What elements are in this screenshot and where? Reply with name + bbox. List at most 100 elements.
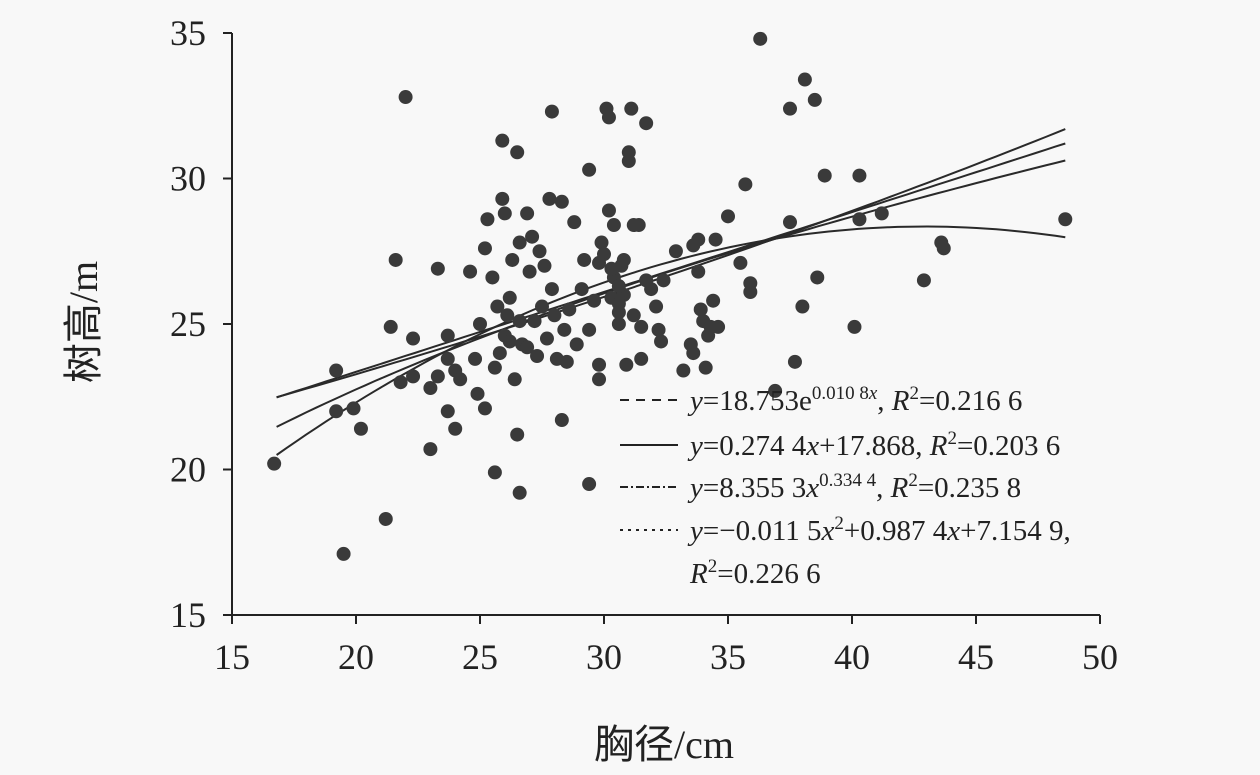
- data-point: [686, 346, 701, 361]
- legend-text-part: R: [890, 472, 909, 504]
- data-point: [512, 314, 527, 329]
- y-tick-label: 20: [170, 450, 206, 490]
- legend-text-part: +0.987 4: [844, 515, 948, 547]
- data-point: [512, 235, 527, 250]
- data-point: [611, 296, 626, 311]
- data-point: [619, 357, 634, 372]
- data-point: [440, 404, 455, 419]
- data-point: [423, 442, 438, 457]
- legend-text-part: x: [821, 515, 835, 547]
- data-point: [406, 331, 421, 346]
- data-point: [490, 299, 505, 314]
- data-point: [510, 145, 525, 160]
- data-point: [587, 293, 602, 308]
- legend-superscript: x: [868, 383, 878, 404]
- power-legend-label: y=8.355 3x0.334 4​, R2​=0.235 8: [687, 470, 1021, 504]
- legend-text-part: x: [946, 515, 960, 547]
- data-point: [567, 215, 582, 230]
- data-point: [562, 302, 577, 317]
- linear-legend-label: y=0.274 4x+17.868, R2​=0.203 6: [687, 428, 1060, 462]
- x-tick-label: 20: [338, 637, 374, 677]
- data-point: [547, 308, 562, 323]
- data-point: [582, 477, 597, 492]
- data-point: [668, 244, 683, 259]
- legend-text-part: y: [687, 430, 703, 462]
- data-point: [592, 357, 607, 372]
- data-point: [817, 168, 832, 183]
- data-point: [753, 31, 768, 46]
- data-point: [795, 299, 810, 314]
- legend-superscript: 2: [834, 513, 844, 534]
- x-tick-label: 35: [710, 637, 746, 677]
- data-point: [616, 252, 631, 267]
- data-point: [487, 360, 502, 375]
- legend-text-part: y: [687, 515, 703, 547]
- data-point: [611, 279, 626, 294]
- data-point: [430, 261, 445, 276]
- legend-text-part: =0.235 8: [918, 472, 1021, 504]
- data-point: [644, 282, 659, 297]
- data-point: [691, 232, 706, 247]
- data-point: [557, 322, 572, 337]
- data-point: [936, 241, 951, 256]
- y-tick-label: 25: [170, 304, 206, 344]
- data-point: [582, 322, 597, 337]
- legend-superscript: 0.010 8: [812, 383, 869, 404]
- legend-text-part: ,: [877, 385, 892, 417]
- data-point: [654, 334, 669, 349]
- legend-text-part: y: [687, 472, 703, 504]
- quadratic-legend-label: y=−0.011 5x2​+0.987 4x+7.154 9,: [687, 513, 1071, 547]
- data-point: [477, 241, 492, 256]
- data-point: [500, 308, 515, 323]
- data-point: [574, 282, 589, 297]
- data-point: [611, 317, 626, 331]
- data-point: [606, 218, 621, 233]
- data-point: [554, 413, 569, 428]
- legend: y=18.753e0.010 8​x​, R2​=0.216 6y=0.274 …: [620, 383, 1071, 590]
- data-point: [477, 401, 492, 416]
- data-point: [601, 110, 616, 125]
- data-points: [267, 31, 1073, 561]
- data-point: [383, 319, 398, 334]
- data-point: [631, 218, 646, 233]
- data-point: [569, 337, 584, 352]
- data-point: [783, 101, 797, 116]
- data-point: [492, 346, 507, 361]
- data-point: [473, 317, 487, 331]
- data-point: [651, 322, 666, 337]
- data-point: [577, 252, 592, 267]
- data-point: [604, 261, 619, 276]
- legend-superscript: 2: [910, 383, 920, 404]
- legend-superscript: 2: [908, 470, 918, 491]
- data-point: [698, 360, 713, 375]
- data-point: [502, 334, 517, 349]
- data-point: [470, 386, 485, 401]
- legend-text-part: R: [689, 558, 708, 590]
- data-point: [559, 354, 574, 369]
- legend-text-part: +17.868,: [819, 430, 930, 462]
- x-tick-label: 30: [586, 637, 622, 677]
- data-point: [634, 319, 649, 334]
- data-point: [487, 465, 502, 480]
- x-tick-label: 45: [958, 637, 994, 677]
- data-point: [621, 154, 636, 169]
- y-axis-label: 树高/m: [61, 261, 106, 383]
- y-tick-label: 30: [170, 159, 206, 199]
- data-point: [693, 302, 708, 317]
- data-point: [594, 235, 609, 250]
- data-point: [624, 101, 639, 116]
- data-point: [388, 252, 403, 267]
- data-point: [768, 383, 783, 398]
- data-point: [810, 270, 825, 285]
- data-point: [329, 363, 344, 378]
- legend-text-part: x: [805, 472, 819, 504]
- data-point: [656, 273, 671, 288]
- legend-superscript: 2: [947, 428, 957, 449]
- data-point: [329, 404, 344, 419]
- data-point: [520, 206, 535, 221]
- data-point: [336, 546, 351, 561]
- data-point: [708, 232, 723, 247]
- data-point: [706, 293, 721, 308]
- data-point: [522, 264, 537, 279]
- data-point: [544, 104, 559, 119]
